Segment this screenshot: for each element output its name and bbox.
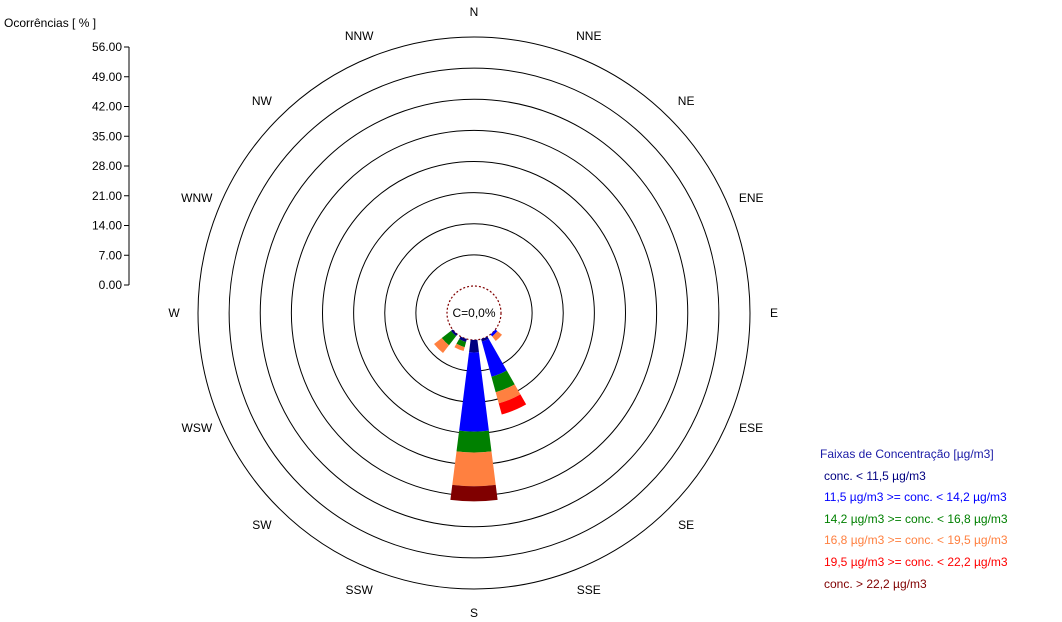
- y-tick-label: 7.00: [99, 248, 123, 262]
- direction-label-ssw: SSW: [346, 583, 374, 597]
- petal-ssw-band-2: [456, 339, 467, 348]
- legend-items: conc. < 11,5 µg/m3 11,5 µg/m3 >= conc. < …: [820, 466, 1008, 596]
- legend-item: 16,8 µg/m3 >= conc. < 19,5 µg/m3: [824, 533, 1008, 548]
- y-tick-label: 21.00: [92, 189, 122, 203]
- wind-petals: [434, 329, 527, 502]
- direction-label-ese: ESE: [739, 421, 763, 435]
- grid-ring: [197, 36, 751, 590]
- petal-s-band-2: [456, 430, 492, 453]
- petal-sse-band-2: [491, 370, 515, 393]
- direction-label-wsw: WSW: [182, 421, 213, 435]
- y-axis-label: Ocorrências [ % ]: [4, 16, 96, 30]
- petal-sse-band-0: [481, 336, 489, 342]
- petal-sse-band-4: [498, 394, 527, 415]
- direction-label-w: W: [168, 306, 180, 320]
- direction-label-se: SE: [678, 518, 694, 532]
- direction-label-sw: SW: [252, 518, 272, 532]
- petal-sse-band-1: [481, 338, 507, 377]
- y-tick-label: 0.00: [99, 278, 123, 292]
- petal-ssw-band-0: [459, 336, 467, 343]
- direction-label-e: E: [770, 306, 778, 320]
- y-axis: 0.00 7.00 14.00 21.00 28.00 35.00 42.00 49.00 56…: [92, 40, 130, 292]
- y-tick-label: 56.00: [92, 40, 122, 54]
- calm-circle: [446, 285, 502, 341]
- direction-label-nne: NNE: [576, 29, 601, 43]
- petal-se-band-1: [490, 329, 498, 337]
- direction-label-ne: NE: [678, 94, 695, 108]
- petal-sw-band-2: [441, 330, 457, 346]
- legend-title: Faixas de Concentração [µg/m3]: [820, 447, 994, 461]
- y-tick-label: 42.00: [92, 100, 122, 114]
- petal-ssw-band-3: [454, 343, 465, 352]
- direction-label-nw: NW: [252, 94, 273, 108]
- legend-item: 19,5 µg/m3 >= conc. < 22,2 µg/m3: [824, 554, 1008, 569]
- direction-label-ene: ENE: [739, 191, 764, 205]
- legend-item: conc. < 11,5 µg/m3: [824, 468, 926, 483]
- legend-item: 14,2 µg/m3 >= conc. < 16,8 µg/m3: [824, 511, 1008, 526]
- direction-label-s: S: [470, 606, 478, 620]
- direction-label-nnw: NNW: [345, 29, 374, 43]
- direction-label-sse: SSE: [577, 583, 601, 597]
- direction-label-n: N: [470, 5, 479, 19]
- y-tick-label: 49.00: [92, 70, 122, 84]
- petal-sw-band-0: [450, 329, 458, 337]
- petal-sse-band-3: [495, 384, 521, 404]
- legend: Faixas de Concentração [µg/m3] conc. < 1…: [820, 444, 1008, 595]
- petal-s-band-3: [452, 451, 496, 487]
- y-tick-label: 35.00: [92, 129, 122, 143]
- y-tick-label: 28.00: [92, 159, 122, 173]
- petal-s-band-5: [450, 484, 498, 502]
- grid-ring: [259, 98, 689, 528]
- grid-ring: [228, 67, 720, 559]
- y-tick-label: 14.00: [92, 219, 122, 233]
- calm-label: C=0,0%: [452, 306, 495, 320]
- petal-sw-band-3: [434, 337, 450, 353]
- direction-label-wnw: WNW: [181, 191, 213, 205]
- petal-s-band-0: [469, 339, 479, 353]
- petal-s-band-1: [459, 352, 489, 432]
- legend-item: 11,5 µg/m3 >= conc. < 14,2 µg/m3: [824, 490, 1007, 505]
- petal-se-band-3: [492, 331, 503, 342]
- direction-labels: N NNE NE ENE E ESE SE SSE S SSW SW WSW W WNW NW NNW: [168, 5, 778, 620]
- legend-item: conc. > 22,2 µg/m3: [824, 576, 927, 591]
